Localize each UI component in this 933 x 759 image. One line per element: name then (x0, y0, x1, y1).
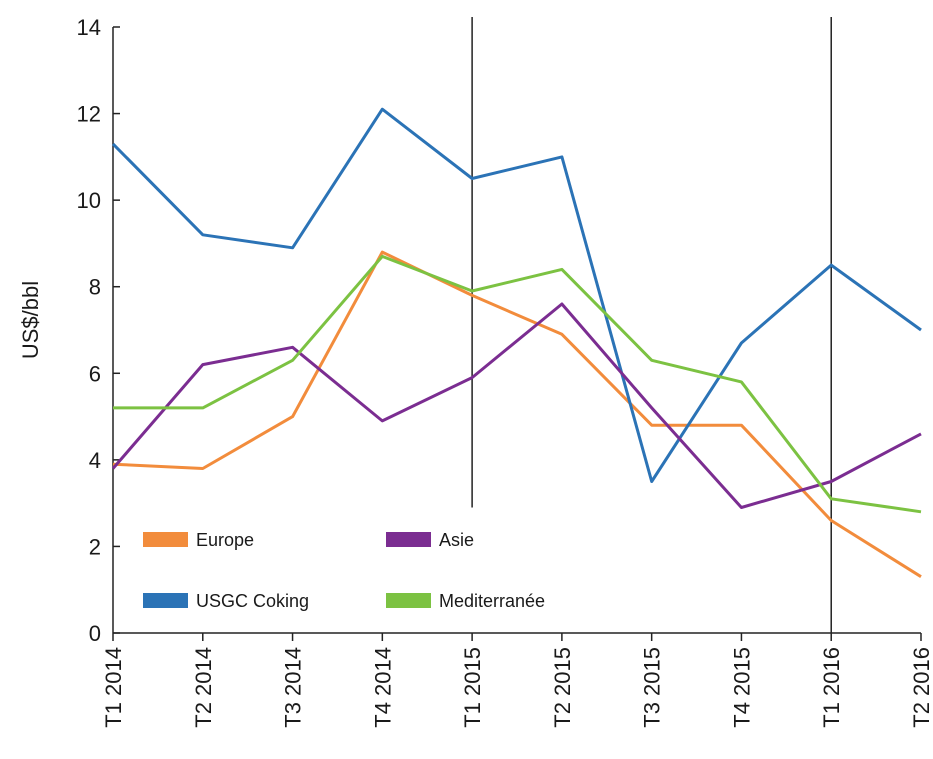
x-tick-label: T2 2016 (909, 647, 933, 728)
legend-swatch-asie (386, 532, 431, 547)
y-tick-label: 2 (89, 534, 101, 559)
series-line-usgc-coking (111, 107, 922, 483)
y-tick-label: 8 (89, 275, 101, 300)
legend-swatch-usgc-coking (143, 593, 188, 608)
reference-lines (471, 17, 832, 633)
x-tick-label: T4 2015 (729, 647, 754, 728)
x-tick-label: T3 2014 (281, 647, 306, 728)
y-tick-label: 14 (77, 15, 101, 40)
series-line-europe (112, 250, 922, 578)
x-tick-label: T3 2015 (640, 647, 665, 728)
legend-label-europe: Europe (196, 530, 254, 550)
x-tick-label: T4 2014 (370, 647, 395, 728)
y-tick-label: 12 (77, 102, 101, 127)
y-axis-title: US$/bbl (18, 281, 43, 359)
y-tick-label: 6 (89, 361, 101, 386)
legend-label-asie: Asie (439, 530, 474, 550)
series-line-mediterran-e (113, 254, 922, 514)
axes: 0 2 4 6 8 10 12 14 T1 2014 T2 2014 T3 2014 T4 2014 T… (77, 15, 933, 728)
series-lines (111, 107, 922, 578)
x-tick-label: T1 2015 (460, 647, 485, 728)
legend-label-mediterran-e: Mediterranée (439, 591, 545, 611)
y-tick-label: 0 (89, 621, 101, 646)
y-tick-label: 10 (77, 188, 101, 213)
legend-label-usgc-coking: USGC Coking (196, 591, 309, 611)
x-tick-label: T1 2014 (101, 647, 126, 728)
series-line-asie (111, 302, 922, 509)
x-tick-label: T2 2014 (191, 647, 216, 728)
legend: Europe Asie USGC Coking Mediterranée (143, 530, 545, 611)
legend-swatch-mediterran-e (386, 593, 431, 608)
x-tick-label: T2 2015 (550, 647, 575, 728)
x-tick-label: T1 2016 (819, 647, 844, 728)
y-tick-label: 4 (89, 448, 101, 473)
legend-swatch-europe (143, 532, 188, 547)
